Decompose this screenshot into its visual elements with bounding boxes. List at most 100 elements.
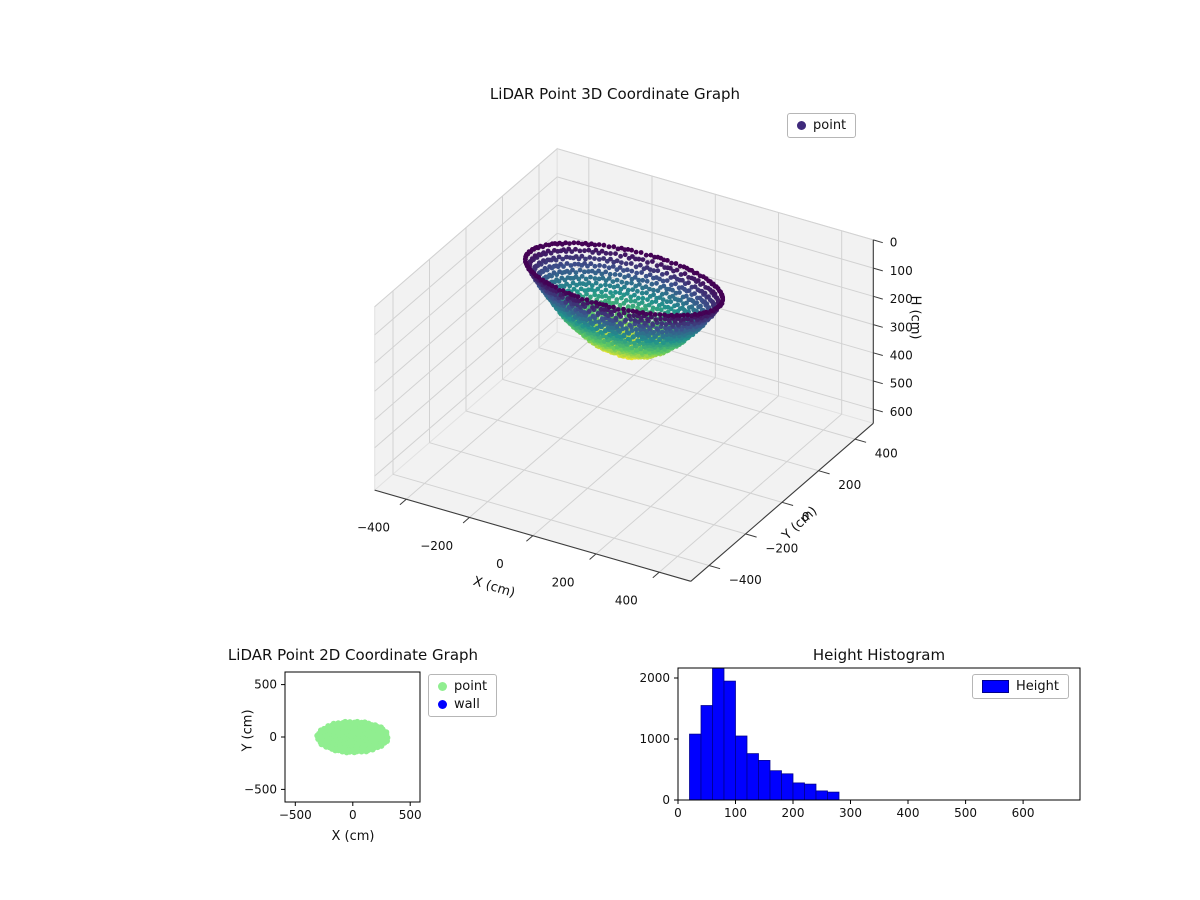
scatter-point-3d [607, 271, 613, 277]
scatter-point-3d [608, 256, 613, 262]
plot2d-xlabel: X (cm) [331, 829, 375, 844]
scatter-point-3d [629, 328, 635, 333]
scatter-point-3d [649, 299, 655, 305]
scatter-point-3d [669, 282, 674, 288]
scatter-point-2d [354, 718, 361, 725]
scatter-point-3d [575, 294, 581, 300]
z-tick-label-3d: 400 [890, 349, 913, 363]
scatter-point-3d [659, 329, 665, 335]
scatter-point-3d [559, 300, 565, 306]
scatter-point-3d [645, 316, 650, 322]
scatter-point-3d [704, 301, 710, 307]
scatter-point-3d [639, 300, 645, 305]
scatter-point-3d [633, 348, 639, 353]
scatter-point-3d [644, 278, 650, 284]
scatter-point-3d [613, 315, 619, 321]
scatter-point-3d [571, 240, 577, 246]
scatter-point-3d [610, 279, 616, 284]
scatter-point-3d [617, 265, 623, 270]
scatter-point-3d [650, 259, 655, 264]
scatter-point-2d [330, 720, 337, 727]
scatter-point-3d [668, 265, 673, 271]
scatter-point-3d [636, 323, 642, 328]
scatter-point-3d [621, 306, 626, 312]
x-tick-label-hist: 500 [954, 806, 977, 820]
plot2d-axes: −500 0 500 −500 0 500 [244, 671, 422, 822]
z-tick-label-3d: 500 [890, 377, 913, 391]
scatter-point-3d [651, 292, 656, 298]
scatter-point-3d [620, 326, 625, 332]
scatter-point-2d [383, 729, 390, 736]
scatter-point-3d [633, 327, 639, 332]
scatter-point-3d [579, 297, 585, 302]
scatter-point-3d [592, 292, 598, 298]
scatter-point-3d [603, 282, 608, 288]
y-tick-label-hist: 0 [662, 793, 670, 807]
scatter-point-3d [570, 267, 575, 273]
scatter-point-3d [582, 248, 587, 254]
y-tick-label-3d: −200 [765, 542, 798, 556]
scatter-point-2d [351, 749, 358, 756]
scatter-point-3d [580, 301, 586, 307]
scatter-point-2d [343, 749, 350, 756]
scatter-point-3d [584, 297, 590, 303]
scatter-point-3d [657, 276, 662, 282]
scatter-point-3d [626, 308, 631, 313]
scatter-point-3d [654, 306, 660, 312]
scatter-point-2d [318, 741, 325, 748]
x-tick-label-3d: 0 [496, 557, 504, 571]
scatter-point-3d [681, 312, 687, 318]
y-tick-label-3d: −400 [729, 573, 762, 587]
scatter-point-3d [573, 246, 578, 252]
scatter-point-3d [596, 276, 602, 282]
scatter-point-3d [606, 342, 611, 347]
scatter-point-3d [593, 247, 599, 253]
scatter-point-3d [608, 251, 613, 256]
plot2d-ylabel: Y (cm) [240, 709, 256, 752]
x-tick-label-hist: 0 [674, 806, 682, 820]
scatter-point-3d [623, 261, 629, 267]
scatter-point-3d [643, 273, 649, 279]
scatter-point-3d [660, 333, 666, 339]
scatter-point-3d [673, 261, 679, 266]
scatter-point-3d [659, 321, 665, 326]
scatter-point-3d [653, 299, 659, 304]
scatter-point-3d [615, 283, 620, 289]
legend-marker-dot [438, 700, 447, 709]
scatter-point-2d [369, 746, 376, 753]
scatter-point-3d [630, 308, 636, 314]
scatter-point-3d [668, 299, 674, 305]
legend-marker-patch [982, 680, 1009, 693]
scatter-point-3d [632, 298, 638, 304]
histogram-bar [781, 773, 794, 801]
scatter-point-3d [593, 319, 598, 325]
scatter-point-3d [642, 349, 648, 354]
z-tick-label-3d: 0 [890, 236, 898, 250]
scatter-point-3d [622, 252, 628, 258]
scatter-point-3d [607, 283, 613, 289]
scatter-point-3d [662, 316, 668, 322]
scatter-point-3d [622, 274, 627, 280]
scatter-point-3d [569, 249, 575, 255]
histogram-bar [804, 783, 817, 801]
histogram-bar [769, 770, 782, 801]
scatter-point-3d [663, 322, 669, 327]
scatter-point-2d [363, 748, 370, 755]
scatter-point-3d [615, 307, 621, 312]
x-tick-label-hist: 200 [782, 806, 805, 820]
scatter-point-3d [563, 240, 568, 246]
scatter-point-3d [668, 306, 674, 312]
scatter-point-3d [557, 240, 562, 246]
scatter-point-3d [673, 290, 679, 296]
z-tick-label-3d: 300 [890, 320, 913, 334]
legend-label: point [454, 679, 488, 694]
plot2d-legend: point wall [428, 674, 498, 717]
scatter-point-3d [638, 250, 644, 255]
scatter-point-3d [645, 297, 650, 302]
scatter-point-3d [694, 270, 700, 276]
scatter-point-3d [649, 314, 654, 320]
scatter-point-3d [597, 323, 603, 329]
scatter-point-3d [564, 281, 569, 287]
scatter-point-3d [611, 244, 617, 250]
